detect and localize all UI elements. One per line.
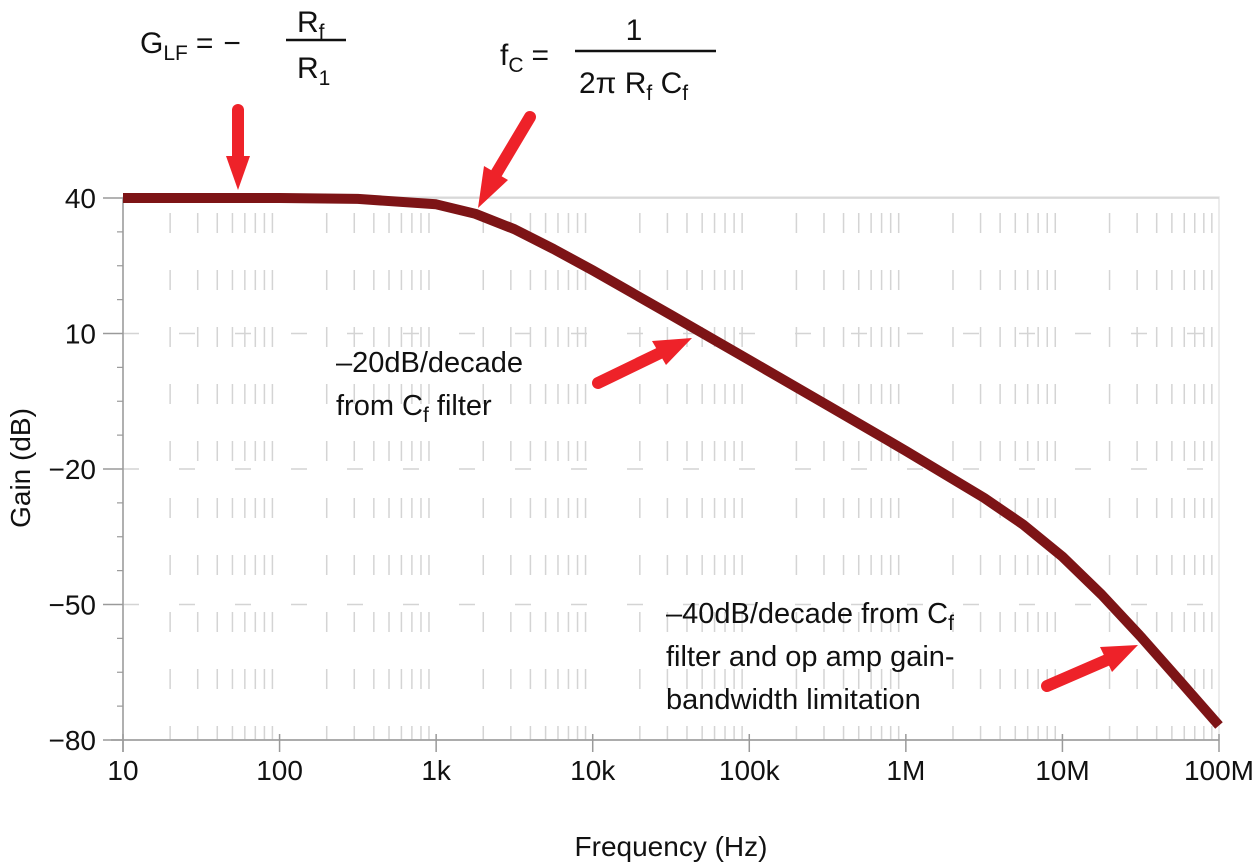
x-tick-label: 1k	[421, 755, 452, 786]
x-tick-label: 10	[107, 755, 138, 786]
arrow-icon-fc	[478, 111, 536, 208]
gain-curve	[123, 193, 1223, 729]
y-tick-label: −80	[49, 725, 97, 756]
arrow-icon-glf	[226, 104, 250, 190]
x-tick-label: 10k	[570, 755, 616, 786]
svg-text:2π Rf Cf: 2π Rf Cf	[579, 67, 688, 105]
x-tick-label: 100M	[1184, 755, 1254, 786]
y-axis-title: Gain (dB)	[5, 408, 36, 528]
fc-formula: fC = 1 2π Rf Cf	[500, 14, 716, 105]
axes	[103, 197, 1220, 752]
y-tick-label: −50	[49, 590, 97, 621]
slope40-annotation: –40dB/decade from Cf filter and op amp g…	[666, 598, 955, 716]
svg-text:–40dB/decade from Cf: –40dB/decade from Cf	[666, 598, 954, 635]
x-tick-labels: 10 100 1k 10k 100k 1M 10M 100M	[107, 755, 1254, 786]
glf-formula: GLF = − Rf R1	[140, 6, 346, 90]
arrow-icon-slope40	[1041, 645, 1138, 692]
svg-text:1: 1	[626, 14, 643, 47]
glf-symbol: G	[140, 27, 163, 60]
svg-text:R1: R1	[297, 52, 330, 90]
svg-text:filter and op amp gain-: filter and op amp gain-	[666, 641, 955, 673]
y-tick-label: 40	[65, 183, 96, 214]
x-tick-label: 100k	[719, 755, 781, 786]
x-tick-label: 10M	[1035, 755, 1089, 786]
x-tick-label: 1M	[886, 755, 925, 786]
svg-text:bandwidth limitation: bandwidth limitation	[666, 684, 921, 716]
slope20-annotation: –20dB/decade from Cf filter	[336, 347, 523, 427]
y-tick-label: 10	[65, 319, 96, 350]
arrow-icon-slope20	[592, 338, 692, 389]
y-tick-labels: 40 10 −20 −50 −80	[49, 183, 97, 756]
svg-text:from Cf filter: from Cf filter	[336, 390, 492, 427]
y-tick-label: −20	[49, 454, 97, 485]
svg-text:fC=: fC =	[500, 39, 549, 77]
svg-text:Rf: Rf	[297, 6, 325, 44]
svg-text:–20dB/decade: –20dB/decade	[336, 347, 523, 379]
x-axis-title: Frequency (Hz)	[575, 831, 768, 862]
x-tick-label: 100	[256, 755, 303, 786]
svg-text:GLF=−: GLF = −	[140, 27, 241, 65]
